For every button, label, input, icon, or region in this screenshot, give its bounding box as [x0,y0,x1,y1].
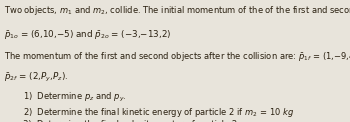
Text: 3)  Determine the final velocity vector of particle 2.: 3) Determine the final velocity vector o… [23,120,239,122]
Text: Two objects, $m_1$ and $m_2$, collide. The initial momentum of the of the first : Two objects, $m_1$ and $m_2$, collide. T… [4,4,350,17]
Text: 2)  Determine the final kinetic energy of particle 2 if $m_2$ = 10 $kg$: 2) Determine the final kinetic energy of… [23,106,294,119]
Text: $\bar{p}_{1o}$ = (6,10,−5) and $\bar{p}_{2o}$ = (−3,−13,2): $\bar{p}_{1o}$ = (6,10,−5) and $\bar{p}_… [4,28,172,41]
Text: The momentum of the first and second objects after the collision are: $\bar{p}_{: The momentum of the first and second obj… [4,50,350,63]
Text: 1)  Determine $p_z$ and $p_y$.: 1) Determine $p_z$ and $p_y$. [23,91,126,104]
Text: $\bar{p}_{2f}$ = (2,$P_y$,$P_z$).: $\bar{p}_{2f}$ = (2,$P_y$,$P_z$). [4,71,69,84]
